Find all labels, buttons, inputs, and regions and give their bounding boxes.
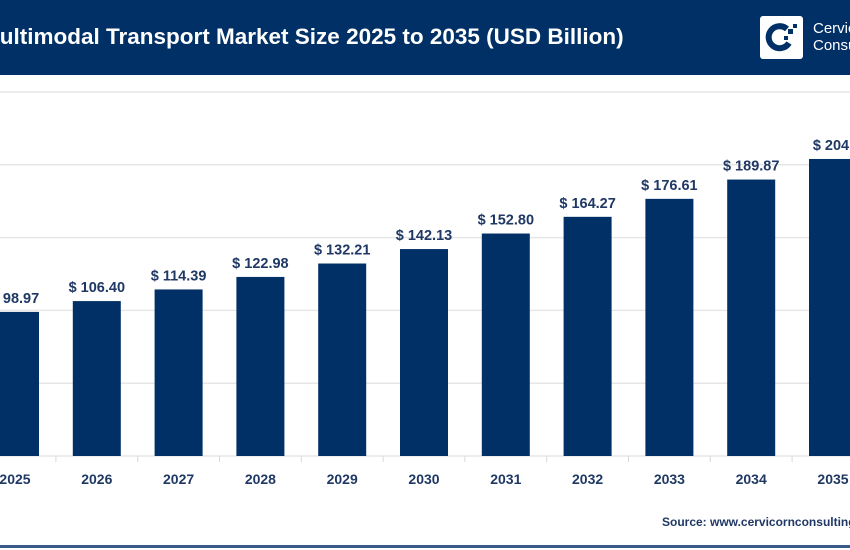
data-label: $ 132.21 [314, 243, 370, 259]
bar-2031 [481, 233, 530, 456]
source-note: Source: www.cervicornconsulting.com [662, 515, 850, 529]
x-tick-label: 2034 [736, 471, 767, 487]
data-label: $ 204. [813, 138, 850, 154]
data-label: $ 164.27 [559, 196, 615, 212]
data-label: $ 142.13 [396, 228, 452, 244]
logo-icon [765, 23, 797, 52]
x-tick-label: 2026 [81, 471, 112, 487]
bar-2033 [645, 198, 694, 456]
bar-2025 [0, 311, 39, 456]
x-tick-label: 2033 [654, 471, 685, 487]
bar-chart: $ 98.97 2025 $ 106.40 2026 $ 114.39 2027 $ 122… [0, 91, 850, 487]
bar-2026 [72, 301, 121, 456]
bar-2028 [236, 276, 285, 456]
x-tick-label: 2030 [408, 471, 439, 487]
bar-2029 [318, 263, 367, 456]
x-tick-label: 2032 [572, 471, 603, 487]
x-tick-label: 2025 [0, 471, 31, 487]
brand-name: Cervicorn Consulting [813, 20, 850, 54]
bar-2035 [809, 158, 850, 456]
brand-line-2: Consulting [813, 37, 850, 54]
data-label: $ 98.97 [0, 291, 39, 307]
bar-2030 [400, 249, 448, 456]
x-tick-label: 2031 [490, 471, 521, 487]
x-tick-label: 2035 [817, 471, 848, 487]
data-label: $ 106.40 [69, 280, 125, 296]
bar-2027 [154, 289, 203, 456]
data-label: $ 114.39 [151, 268, 207, 284]
bottom-divider [0, 545, 850, 548]
x-tick-label: 2029 [327, 471, 358, 487]
x-tick-label: 2028 [245, 471, 276, 487]
data-label: $ 176.61 [641, 178, 697, 194]
brand-line-1: Cervicorn [813, 20, 850, 37]
chart-title: Multimodal Transport Market Size 2025 to… [0, 24, 624, 49]
data-label: $ 122.98 [232, 256, 288, 272]
bar-2034 [727, 179, 776, 456]
bar-2032 [563, 216, 612, 456]
data-label: $ 152.80 [478, 213, 534, 229]
header-banner: Multimodal Transport Market Size 2025 to… [0, 0, 850, 75]
brand-logo [760, 16, 803, 59]
data-label: $ 189.87 [723, 159, 779, 175]
x-tick-label: 2027 [163, 471, 194, 487]
